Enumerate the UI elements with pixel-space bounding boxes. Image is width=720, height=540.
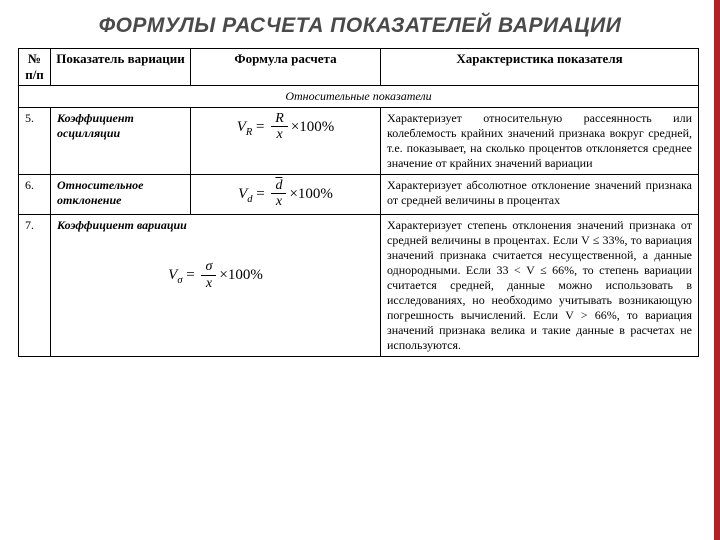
row-indicator: Коэффициент вариацииVσ = σx×100% — [51, 215, 381, 357]
row-formula: Vd = dx×100% — [191, 175, 381, 215]
table-row: 7.Коэффициент вариацииVσ = σx×100%Характ… — [19, 215, 699, 357]
variation-table: № п/п Показатель вариации Формула расчет… — [18, 48, 699, 357]
row-label: Коэффициент вариации — [57, 218, 374, 233]
section-label: Относительные показатели — [19, 86, 699, 108]
row-description: Характеризует относительную рассеянность… — [381, 108, 699, 175]
row-indicator: Коэффициент осцилляции — [51, 108, 191, 175]
col-indicator: Показатель вариации — [51, 49, 191, 86]
col-formula: Формула расчета — [191, 49, 381, 86]
accent-bar — [714, 0, 720, 540]
table-row: 6.Относительное отклонениеVd = dx×100%Ха… — [19, 175, 699, 215]
table-row: 5.Коэффициент осцилляцииVR = Rx×100%Хара… — [19, 108, 699, 175]
row-formula: VR = Rx×100% — [191, 108, 381, 175]
row-indicator: Относительное отклонение — [51, 175, 191, 215]
row-description: Характеризует абсолютное отклонение знач… — [381, 175, 699, 215]
row-number: 7. — [19, 215, 51, 357]
row-number: 6. — [19, 175, 51, 215]
col-num: № п/п — [19, 49, 51, 86]
table-header-row: № п/п Показатель вариации Формула расчет… — [19, 49, 699, 86]
row-formula: Vσ = σx×100% — [57, 233, 374, 292]
col-description: Характеристика показателя — [381, 49, 699, 86]
row-description: Характеризует степень отклонения значени… — [381, 215, 699, 357]
slide-title: ФОРМУЛЫ РАСЧЕТА ПОКАЗАТЕЛЕЙ ВАРИАЦИИ — [0, 0, 720, 48]
row-number: 5. — [19, 108, 51, 175]
section-row: Относительные показатели — [19, 86, 699, 108]
